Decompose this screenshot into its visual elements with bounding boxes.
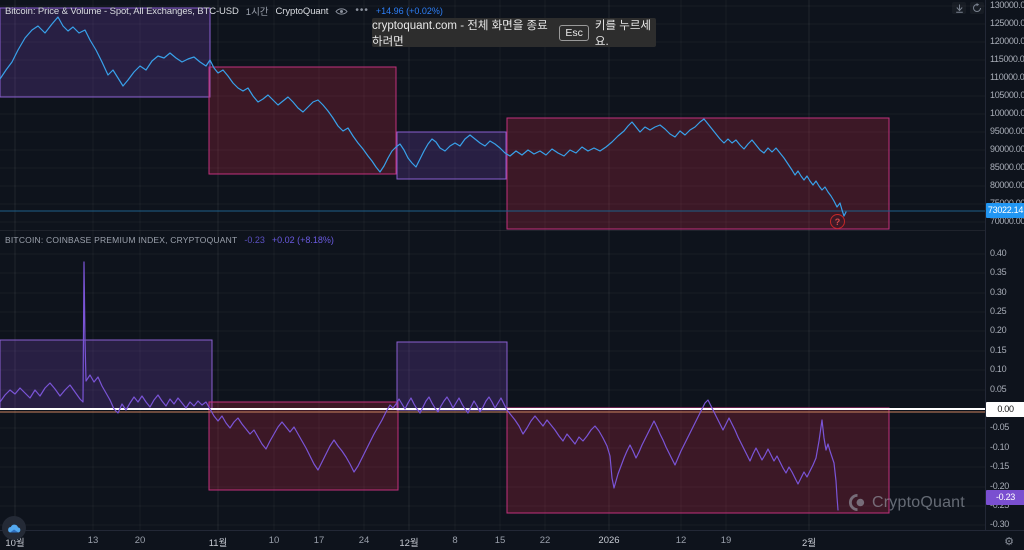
time-tick-label: 22 — [539, 535, 551, 546]
axis-tick-label: 90000.00 — [990, 144, 1024, 154]
more-options-icon[interactable]: ••• — [355, 5, 369, 16]
time-tick-label: 11월 — [208, 538, 228, 549]
zero-level-badge: 0.00 — [986, 402, 1024, 417]
question-marker[interactable]: ? — [830, 214, 845, 229]
interval-label: 1시간 — [245, 7, 269, 18]
price-change-label: +14.96 (+0.02%) — [375, 6, 443, 16]
indicator-title: BITCOIN: COINBASE PREMIUM INDEX, CRYPTOQ… — [5, 235, 238, 245]
axis-tick-label: 120000.00 — [990, 36, 1024, 46]
axis-tick-label: 105000.00 — [990, 90, 1024, 100]
fullscreen-banner-text: cryptoquant.com - 전체 화면을 종료하려면 — [372, 19, 548, 48]
eye-icon[interactable] — [335, 7, 348, 16]
time-tick-label: 10 — [268, 535, 280, 546]
settings-gear-icon[interactable]: ⚙ — [1004, 535, 1014, 548]
cloud-button[interactable] — [2, 516, 26, 540]
esc-key: Esc — [559, 24, 589, 41]
axis-tick-label: 0.10 — [990, 364, 1007, 374]
axis-tick-label: 0.35 — [990, 267, 1007, 277]
fullscreen-banner: cryptoquant.com - 전체 화면을 종료하려면 Esc 키를 누르… — [372, 18, 656, 48]
watermark: CryptoQuant — [848, 493, 965, 512]
time-axis[interactable]: 10월 13 20 11월 10 17 24 12월 8 15 22 2026 12 19 2월 — [0, 530, 1024, 550]
axis-tick-label: -0.10 — [990, 442, 1010, 452]
chart-canvas[interactable] — [0, 0, 985, 530]
time-tick-label: 13 — [87, 535, 99, 546]
axis-tick-label: 130000.00 — [990, 0, 1024, 10]
pane-buttons — [952, 2, 984, 14]
scroll-to-recent-button[interactable] — [952, 2, 966, 14]
axis-tick-label: 0.20 — [990, 325, 1007, 335]
time-tick-label: 2월 — [801, 538, 817, 549]
chart-title: Bitcoin: Price & Volume - Spot, All Exch… — [5, 5, 239, 17]
time-tick-label: 17 — [313, 535, 325, 546]
axis-tick-label: -0.05 — [990, 422, 1010, 432]
time-tick-label: 20 — [134, 535, 146, 546]
axis-tick-label: -0.30 — [990, 519, 1010, 529]
price-pane-header: Bitcoin: Price & Volume - Spot, All Exch… — [5, 4, 443, 19]
axis-tick-label: -0.15 — [990, 461, 1010, 471]
watermark-label: CryptoQuant — [872, 493, 965, 511]
fullscreen-banner-text-after: 키를 누르세요. — [594, 19, 652, 48]
axis-tick-label: 115000.00 — [990, 54, 1024, 64]
axis-tick-label: 0.30 — [990, 287, 1007, 297]
time-tick-label: 19 — [720, 535, 732, 546]
cryptoquant-logo-icon — [849, 493, 865, 512]
axis-tick-label: 85000.00 — [990, 162, 1024, 172]
time-tick-label: 2026 — [598, 535, 620, 546]
indicator-value: -0.23 — [244, 235, 265, 245]
time-tick-label: 10월 — [5, 538, 25, 549]
axis-tick-label: -0.25 — [990, 500, 1010, 510]
time-tick-label: 15 — [494, 535, 506, 546]
axis-tick-label: 0.15 — [990, 345, 1007, 355]
indicator-pane-header: BITCOIN: COINBASE PREMIUM INDEX, CRYPTOQ… — [5, 235, 334, 245]
axis-tick-label: 0.25 — [990, 306, 1007, 316]
axis-tick-label: -0.20 — [990, 481, 1010, 491]
axis-tick-label: 110000.00 — [990, 72, 1024, 82]
axis-tick-label: 125000.00 — [990, 18, 1024, 28]
indicator-value-badge: -0.23 — [986, 490, 1024, 505]
reset-zoom-button[interactable] — [970, 2, 984, 14]
time-tick-label: 8 — [452, 535, 458, 546]
cloud-icon — [7, 524, 20, 532]
source-label: CryptoQuant — [275, 5, 329, 17]
time-tick-label: 12월 — [399, 538, 419, 549]
axis-tick-label: 0.05 — [990, 384, 1007, 394]
axis-tick-label: 100000.00 — [990, 108, 1024, 118]
axis-tick-label: 0.40 — [990, 248, 1007, 258]
indicator-change: +0.02 (+8.18%) — [271, 235, 334, 245]
time-tick-label: 12 — [675, 535, 687, 546]
price-axis[interactable]: 130000.00 125000.00 120000.00 115000.00 1100… — [985, 0, 1024, 530]
last-price-badge: 73022.14 — [986, 203, 1024, 218]
axis-tick-label: 70000.00 — [990, 216, 1024, 226]
time-tick-label: 24 — [358, 535, 370, 546]
axis-tick-label: 80000.00 — [990, 180, 1024, 190]
axis-tick-label: 95000.00 — [990, 126, 1024, 136]
